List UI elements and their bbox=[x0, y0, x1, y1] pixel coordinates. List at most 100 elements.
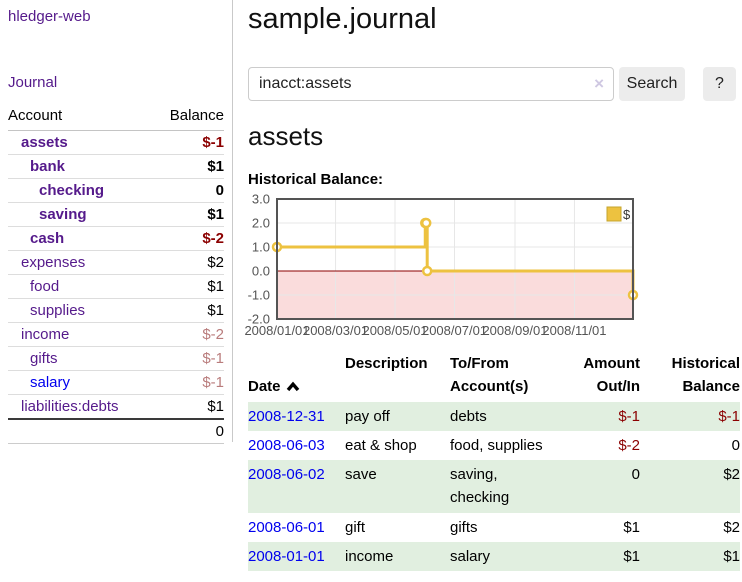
transaction-row: 2008-06-03 eat & shop food, supplies $-2… bbox=[248, 431, 740, 460]
sidebar-item-journal[interactable]: Journal bbox=[8, 74, 58, 91]
transaction-row: 2008-12-31 pay off debts $-1 $-1 bbox=[248, 401, 740, 431]
accounts-column-header: Account bbox=[8, 104, 153, 131]
account-link-liabilities-debts[interactable]: liabilities:debts bbox=[21, 398, 119, 415]
txn-amount: $-2 bbox=[618, 436, 640, 454]
account-balance: 0 bbox=[152, 178, 224, 203]
account-balance: $-2 bbox=[152, 226, 224, 251]
register-table: Date Description To/From Account(s) Amou… bbox=[248, 350, 740, 571]
accounts-header-row: Account Balance bbox=[8, 104, 224, 131]
help-button[interactable]: ? bbox=[703, 67, 736, 101]
account-balance: $1 bbox=[152, 154, 224, 179]
txn-accounts: gifts bbox=[450, 518, 478, 536]
clear-search-icon[interactable]: × bbox=[594, 74, 604, 93]
date-header-label: Date bbox=[248, 378, 281, 396]
account-balance: $-2 bbox=[152, 322, 224, 347]
txn-balance: $1 bbox=[640, 541, 740, 571]
column-header-accounts: To/From Account(s) bbox=[450, 355, 529, 396]
account-heading: assets bbox=[248, 121, 324, 151]
txn-balance: 0 bbox=[731, 436, 740, 454]
svg-text:2.0: 2.0 bbox=[252, 216, 270, 231]
svg-text:2008/07/01: 2008/07/01 bbox=[422, 323, 487, 338]
account-link-saving[interactable]: saving bbox=[39, 206, 87, 223]
chart-container: 2008/01/01 2008/03/01 2008/05/01 2008/07/01… bbox=[243, 192, 742, 342]
svg-text:0.0: 0.0 bbox=[252, 264, 270, 279]
account-link-assets[interactable]: assets bbox=[21, 134, 68, 151]
account-link-income[interactable]: income bbox=[21, 326, 70, 343]
account-row: income $-2 bbox=[8, 322, 224, 347]
account-balance: $2 bbox=[152, 250, 224, 275]
column-header-description: Description bbox=[345, 355, 428, 372]
account-balance: $1 bbox=[152, 202, 224, 227]
account-link-supplies[interactable]: supplies bbox=[30, 302, 86, 319]
balance-column-header: Balance bbox=[152, 104, 224, 131]
account-balance: $-1 bbox=[152, 346, 224, 371]
search-input-wrap: × bbox=[248, 67, 614, 101]
account-row: cash $-2 bbox=[8, 226, 224, 251]
search-input[interactable] bbox=[248, 67, 614, 101]
account-row: checking 0 bbox=[8, 178, 224, 203]
sidebar: hledger-web Journal Account Balance asse… bbox=[0, 0, 233, 444]
svg-text:2008/11/01: 2008/11/01 bbox=[542, 323, 606, 338]
txn-date-link[interactable]: 2008-06-02 bbox=[248, 466, 325, 483]
account-link-bank[interactable]: bank bbox=[30, 158, 66, 175]
account-balance: $1 bbox=[152, 298, 224, 323]
txn-date-link[interactable]: 2008-01-01 bbox=[248, 547, 325, 565]
txn-date-link[interactable]: 2008-12-31 bbox=[248, 407, 325, 425]
account-link-expenses[interactable]: expenses bbox=[21, 254, 86, 271]
txn-amount: $1 bbox=[623, 518, 640, 536]
account-link-checking[interactable]: checking bbox=[39, 182, 105, 199]
balance-chart[interactable]: 2008/01/012008/03/012008/05/012008/07/01… bbox=[243, 192, 742, 342]
svg-text:2008/09/01: 2008/09/01 bbox=[482, 323, 547, 338]
svg-text:2008/05/01: 2008/05/01 bbox=[362, 323, 427, 338]
account-row: food $1 bbox=[8, 274, 224, 299]
account-link-gifts[interactable]: gifts bbox=[30, 350, 58, 367]
account-row: salary $-1 bbox=[8, 370, 224, 395]
txn-description: eat & shop bbox=[345, 436, 417, 454]
accounts-table: Account Balance assets $-1 bank $1 check… bbox=[8, 104, 224, 444]
transaction-row: 2008-06-01 gift gifts $1 $2 bbox=[248, 513, 740, 542]
account-row: bank $1 bbox=[8, 154, 224, 179]
column-header-date[interactable]: Date bbox=[248, 350, 345, 402]
total-balance: 0 bbox=[152, 418, 224, 444]
brand-link[interactable]: hledger-web bbox=[8, 8, 91, 25]
account-link-cash[interactable]: cash bbox=[30, 230, 65, 247]
txn-accounts: salary bbox=[450, 541, 554, 571]
column-header-amount: Amount Out/In bbox=[583, 355, 640, 396]
account-row: assets $-1 bbox=[8, 130, 224, 155]
account-link-salary[interactable]: salary bbox=[30, 374, 71, 391]
account-row: supplies $1 bbox=[8, 298, 224, 323]
page-title: sample.journal bbox=[248, 3, 437, 35]
svg-text:$: $ bbox=[623, 207, 631, 222]
account-balance: $1 bbox=[152, 394, 224, 420]
account-balance: $1 bbox=[152, 274, 224, 299]
column-header-balance: Historical Balance bbox=[671, 355, 740, 396]
search-form: × Search ? bbox=[248, 67, 742, 101]
account-row: liabilities:debts $1 bbox=[8, 394, 224, 420]
txn-description: income bbox=[345, 541, 450, 571]
txn-description: save bbox=[345, 460, 450, 513]
transaction-row: 2008-01-01 income salary $1 $1 bbox=[248, 541, 740, 571]
account-row: gifts $-1 bbox=[8, 346, 224, 371]
txn-balance: $-1 bbox=[640, 401, 740, 431]
search-button[interactable]: Search bbox=[619, 67, 685, 101]
svg-text:-1.0: -1.0 bbox=[248, 288, 270, 303]
main-content: sample.journal × Search ? assets Histori… bbox=[244, 0, 742, 571]
txn-date-link[interactable]: 2008-06-03 bbox=[248, 436, 325, 454]
svg-text:-2.0: -2.0 bbox=[248, 312, 270, 327]
txn-accounts: saving, checking bbox=[450, 460, 554, 513]
account-balance: $-1 bbox=[152, 370, 224, 395]
svg-text:2008/01/01: 2008/01/01 bbox=[244, 323, 309, 338]
account-balance: $-1 bbox=[152, 130, 224, 155]
txn-date-link[interactable]: 2008-06-01 bbox=[248, 518, 325, 536]
txn-accounts: food, supplies bbox=[450, 436, 543, 454]
register-header-row: Date Description To/From Account(s) Amou… bbox=[248, 350, 740, 402]
txn-amount: 0 bbox=[554, 460, 640, 513]
account-row: saving $1 bbox=[8, 202, 224, 227]
account-link-food[interactable]: food bbox=[30, 278, 60, 295]
txn-amount: $1 bbox=[554, 541, 640, 571]
txn-amount: $-1 bbox=[554, 401, 640, 431]
txn-accounts: debts bbox=[450, 401, 554, 431]
transaction-row: 2008-06-02 save saving, checking 0 $2 bbox=[248, 460, 740, 513]
account-row: expenses $2 bbox=[8, 250, 224, 275]
txn-description: pay off bbox=[345, 401, 450, 431]
